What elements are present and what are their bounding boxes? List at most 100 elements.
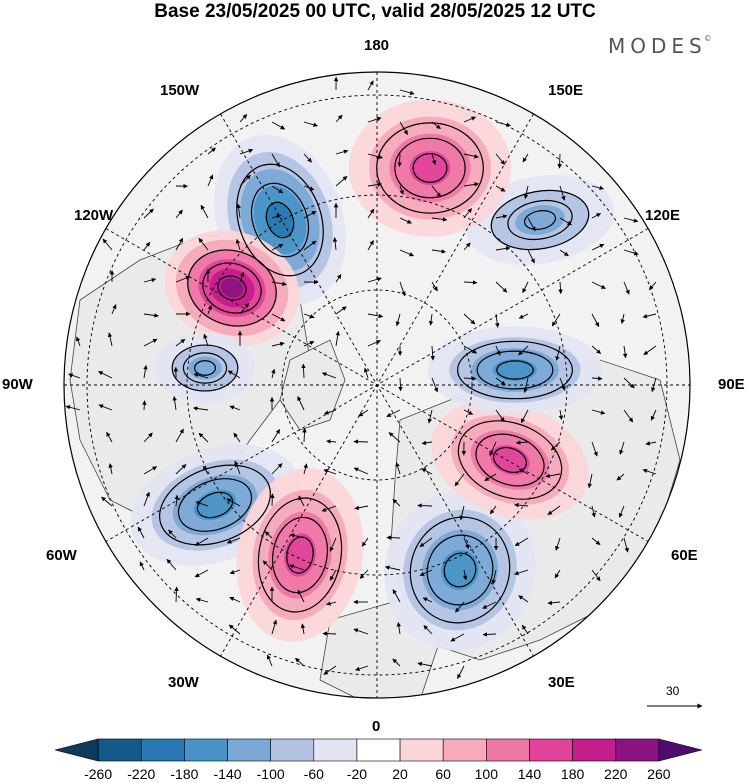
wind-arrow (463, 409, 474, 415)
label-30e: 30E (548, 674, 575, 691)
colorbar-segment (486, 738, 530, 762)
wind-arrow (419, 537, 433, 548)
wind-arrow (207, 147, 216, 155)
wind-arrow (329, 569, 337, 581)
wind-arrow (431, 281, 438, 292)
colorbar-tick-label: 60 (435, 766, 451, 782)
wind-arrow (226, 537, 241, 544)
wind-arrow (559, 249, 569, 257)
wind-arrow (399, 89, 415, 95)
wind-arrow (329, 537, 337, 552)
wind-arrow (514, 537, 529, 547)
wind-arrow (489, 505, 497, 515)
wind-arrow (194, 569, 209, 578)
wind-arrow (591, 313, 600, 327)
meridian-150e-30w (220, 113, 534, 657)
wind-arrow (591, 185, 605, 191)
wind-arrow (642, 313, 657, 319)
wind-arrow (591, 345, 602, 355)
wind-arrow (520, 409, 529, 424)
colorbar-segment (356, 738, 401, 762)
wind-arrow (397, 153, 402, 167)
wind-arrow (143, 364, 148, 379)
wind-arrow (264, 531, 273, 539)
wind-arrow (203, 465, 209, 475)
anomaly-contour-line (507, 199, 573, 241)
wind-arrow (168, 529, 177, 539)
wind-arrow (297, 395, 305, 411)
wind-arrow (234, 460, 241, 475)
wind-arrow (363, 367, 369, 379)
colorbar-tick-label: -220 (127, 766, 156, 782)
wind-arrow (303, 210, 317, 219)
wind-arrow (591, 376, 603, 381)
wind-arrow (454, 473, 465, 487)
wind-arrow (271, 214, 282, 219)
wind-arrow (271, 281, 287, 287)
colorbar-segment (97, 738, 142, 762)
wind-arrow (335, 330, 340, 347)
wind-arrow (175, 428, 184, 443)
wind-arrow (137, 526, 145, 539)
wind-arrow (236, 203, 241, 219)
map-disk (64, 72, 690, 698)
wind-arrow (68, 373, 81, 379)
wind-arrow (515, 440, 529, 445)
wind-arrow (175, 237, 184, 251)
wind-arrow (455, 601, 465, 613)
wind-arrow (326, 439, 337, 444)
wind-scale-label: 30 (666, 684, 680, 698)
wind-arrow (175, 338, 186, 347)
wind-arrow (323, 468, 337, 475)
wind-arrow (482, 632, 497, 637)
wind-arrow (623, 217, 639, 223)
wind-arrow (367, 313, 384, 319)
wind-arrow (421, 440, 433, 446)
wind-arrow (495, 345, 501, 356)
wind-arrow (618, 505, 625, 518)
colorbar-segment (572, 738, 617, 762)
wind-arrow (143, 466, 158, 475)
anomaly-contour-line (272, 516, 328, 594)
anomaly-contour-line (196, 491, 234, 519)
wind-arrow (143, 338, 158, 347)
wind-arrow (482, 601, 497, 609)
wind-arrow (367, 340, 381, 347)
wind-arrow (101, 496, 113, 507)
anomaly-contour-line (250, 182, 310, 258)
wind-arrow (623, 409, 634, 423)
wind-arrow (431, 217, 448, 222)
wind-arrow (271, 619, 278, 635)
anomaly-contour-line (194, 360, 217, 376)
wind-arrow (75, 336, 81, 347)
colorbar-segment (442, 738, 487, 762)
wind-arrow (303, 240, 317, 251)
wind-arrow (555, 345, 561, 361)
wind-arrow (321, 505, 337, 512)
wind-arrow (207, 174, 214, 187)
wind-arrow (423, 625, 433, 635)
colorbar-tick-label: 140 (517, 766, 542, 782)
wind-arrow (591, 213, 601, 219)
wind-arrow (367, 240, 374, 251)
wind-arrow (463, 376, 477, 381)
wind-arrow (303, 463, 308, 475)
anomaly-contour-line (236, 163, 324, 277)
wind-arrow (303, 313, 315, 319)
wind-arrow (192, 406, 209, 411)
modes-logo: MODES© (608, 34, 712, 58)
wind-arrow (386, 409, 401, 418)
wind-arrow (523, 185, 529, 200)
wind-arrow (303, 121, 318, 127)
wind-arrow (111, 304, 117, 315)
label-90w: 90W (2, 376, 33, 393)
wind-arrow (463, 345, 477, 354)
wind-arrow (399, 249, 415, 257)
colorbar-tick-label: -60 (303, 766, 324, 782)
wind-arrow (623, 537, 629, 553)
anomaly-contour-line (443, 552, 477, 588)
wind-arrow (239, 174, 251, 187)
wind-arrow (271, 429, 281, 443)
anomaly-fill-positive (220, 278, 244, 298)
